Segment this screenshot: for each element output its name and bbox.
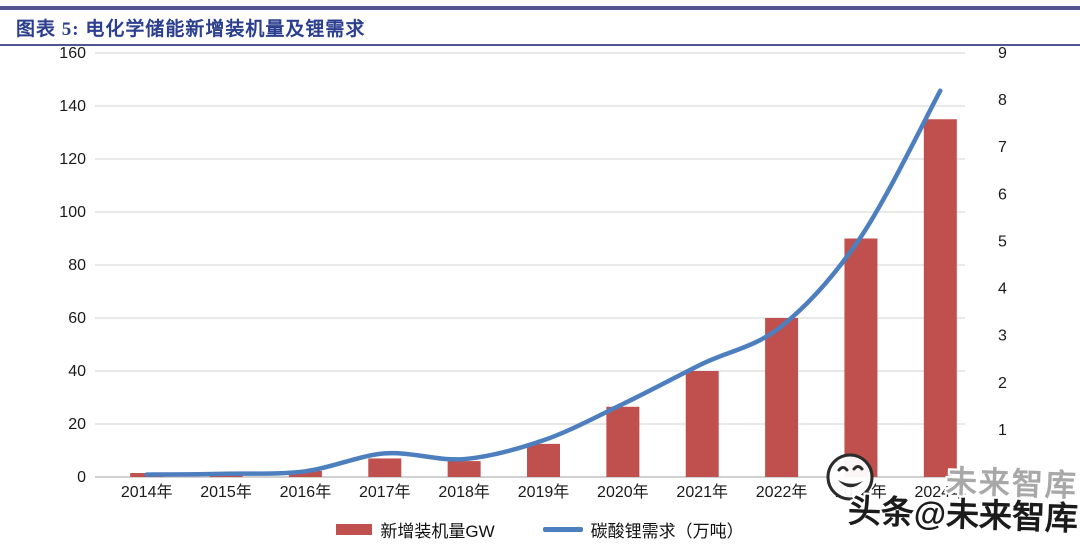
right-axis-tick-8: 8 <box>998 92 1007 109</box>
right-axis-tick-9: 9 <box>998 45 1007 62</box>
right-axis-tick-7: 7 <box>998 139 1007 156</box>
x-axis-label-2016: 2016年 <box>280 483 332 501</box>
x-axis-label-2021: 2021年 <box>676 483 728 501</box>
right-axis-tick-2: 2 <box>998 375 1007 392</box>
line-series-path <box>144 88 943 477</box>
right-axis-tick-4: 4 <box>998 281 1007 298</box>
bar-2022 <box>765 318 799 477</box>
left-axis-tick-160: 160 <box>59 45 86 62</box>
left-axis-tick-140: 140 <box>59 98 86 115</box>
right-axis-tick-3: 3 <box>998 328 1007 345</box>
header-rule-top <box>0 6 1080 10</box>
right-axis-tick-0: 0 <box>998 469 1007 486</box>
x-axis-label-2023: 2023年 <box>835 483 887 501</box>
bar-2021 <box>685 371 719 477</box>
x-axis-label-2017: 2017年 <box>359 483 411 501</box>
line-series-swatch-icon <box>542 527 583 532</box>
x-axis-label-2024: 2024年 <box>915 483 967 501</box>
x-axis-label-2014: 2014年 <box>121 483 173 501</box>
right-axis-tick-6: 6 <box>998 186 1007 203</box>
right-axis-tick-5: 5 <box>998 233 1007 250</box>
left-axis-tick-120: 120 <box>59 151 86 168</box>
left-axis-tick-80: 80 <box>68 257 86 274</box>
left-axis-tick-40: 40 <box>68 363 86 380</box>
header-rule-bottom <box>0 44 1080 46</box>
x-axis-label-2018: 2018年 <box>438 483 490 501</box>
chart-legend: 新增装机量GW 碳酸锂需求（万吨） <box>0 517 1080 542</box>
x-axis-label-2019: 2019年 <box>518 483 570 501</box>
left-axis-tick-100: 100 <box>59 204 86 221</box>
legend-label-line-series: 碳酸锂需求（万吨） <box>590 522 744 541</box>
figure-header: 图表 5: 电化学储能新增装机量及锂需求 <box>0 6 1080 46</box>
bar-2017 <box>368 458 402 477</box>
x-axis-label-2020: 2020年 <box>597 483 649 501</box>
x-axis-label-2015: 2015年 <box>200 483 252 501</box>
bar-2020 <box>606 406 640 477</box>
legend-label-bar-series: 新增装机量GW <box>380 522 495 541</box>
left-axis-tick-20: 20 <box>68 416 86 433</box>
legend-item-line-series: 碳酸锂需求（万吨） <box>542 517 744 542</box>
left-axis-tick-0: 0 <box>77 469 86 486</box>
bar-2016 <box>288 470 322 477</box>
x-axis-label-2022: 2022年 <box>756 483 808 501</box>
left-axis-tick-60: 60 <box>68 310 86 327</box>
figure-title: 图表 5: 电化学储能新增装机量及锂需求 <box>16 19 366 40</box>
right-axis-tick-1: 1 <box>998 422 1007 439</box>
bar-2023 <box>844 238 878 477</box>
bar-2018 <box>447 461 481 477</box>
bar-series-swatch-icon <box>336 524 373 535</box>
bar-2019 <box>527 443 560 477</box>
bar-2024 <box>923 119 957 477</box>
legend-item-bar-series: 新增装机量GW <box>336 517 495 542</box>
